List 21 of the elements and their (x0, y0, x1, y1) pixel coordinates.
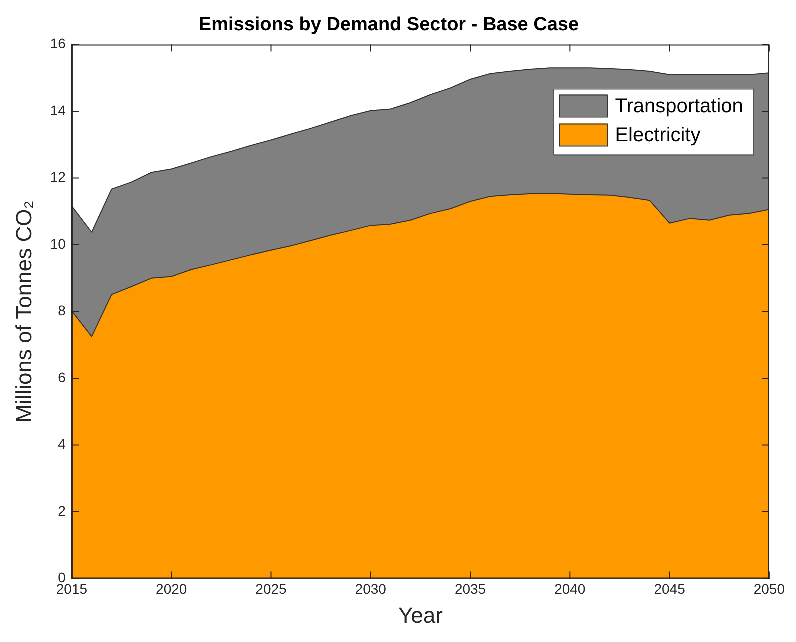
x-axis-title: Year (398, 602, 443, 628)
y-tick-label: 12 (50, 169, 66, 186)
y-tick-label: 10 (50, 236, 66, 252)
x-tick-label: 2020 (156, 581, 188, 598)
y-tick-label: 2 (58, 502, 66, 519)
y-tick-label: 8 (58, 302, 66, 319)
x-tick-label: 2040 (554, 581, 586, 598)
y-tick-label: 16 (50, 36, 66, 52)
x-tick-label: 2045 (654, 581, 686, 598)
legend-label: Electricity (615, 124, 701, 146)
y-tick-label: 6 (58, 369, 66, 386)
y-axis-title: Millions of Tonnes CO₂ (11, 200, 36, 423)
x-tick-label: 2030 (355, 581, 387, 598)
chart-title: Emissions by Demand Sector - Base Case (198, 14, 580, 36)
x-tick-label: 2035 (454, 581, 486, 598)
x-tick-label: 2050 (754, 581, 786, 598)
y-tick-label: 4 (58, 436, 66, 452)
x-tick-label: 2025 (256, 581, 288, 598)
x-tick-label: 2015 (56, 581, 88, 598)
legend-label: Transportation (615, 95, 744, 118)
y-tick-label: 14 (50, 102, 66, 118)
